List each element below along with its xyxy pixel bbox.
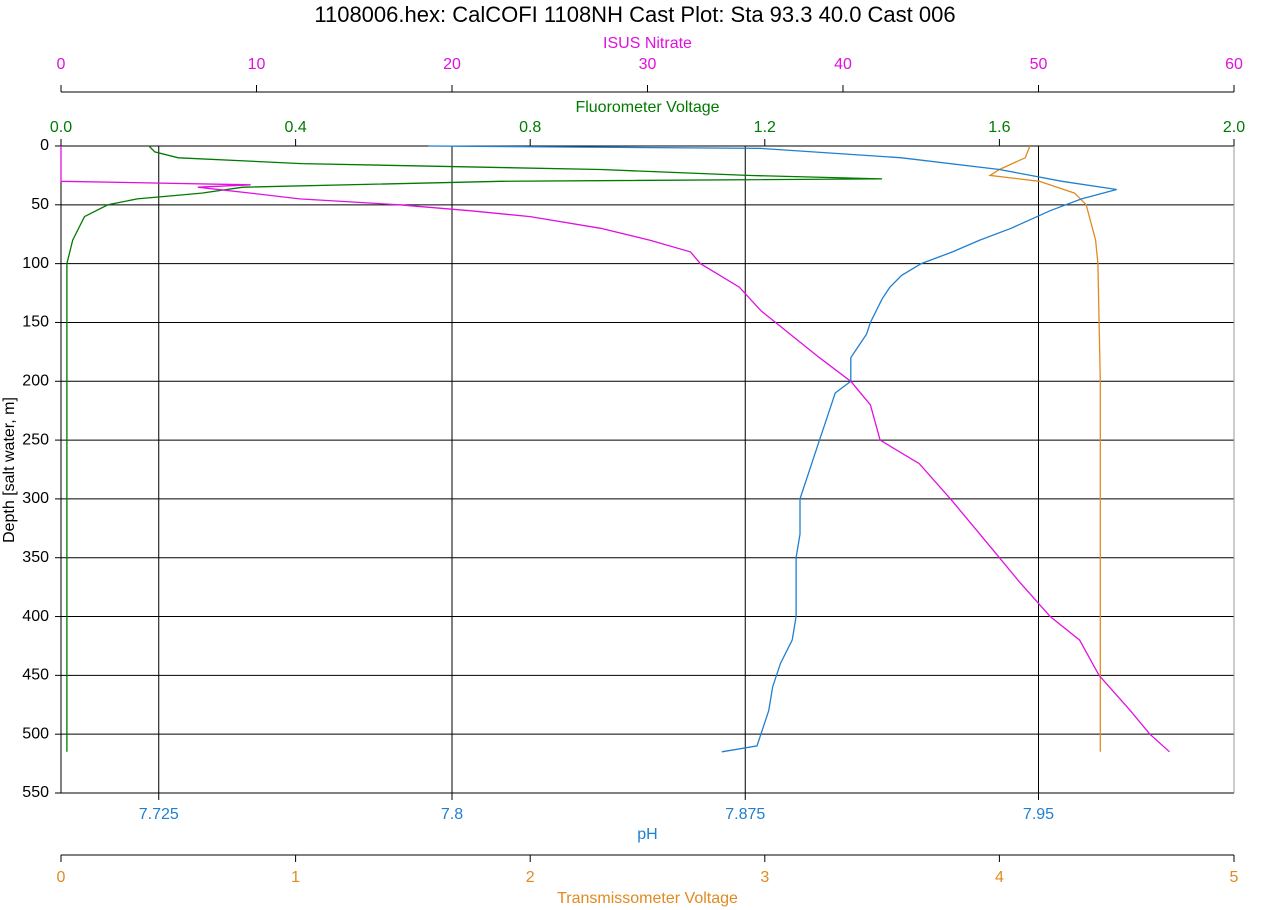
x-tick-label: 5 bbox=[1230, 869, 1239, 886]
x-tick-label: 1.6 bbox=[988, 119, 1010, 136]
x-tick-label: 0 bbox=[57, 869, 66, 886]
x-tick-label: 10 bbox=[248, 56, 266, 73]
x-tick-label: 30 bbox=[639, 56, 657, 73]
y-tick-label: 100 bbox=[22, 255, 49, 272]
y-tick-label: 300 bbox=[22, 490, 49, 507]
series-line bbox=[60, 146, 1170, 753]
x-axis-title: Fluorometer Voltage bbox=[575, 99, 719, 116]
y-tick-label: 250 bbox=[22, 431, 49, 448]
x-tick-label: 3 bbox=[760, 869, 769, 886]
x-tick-label: 4 bbox=[995, 869, 1004, 886]
x-tick-label: 7.875 bbox=[725, 806, 765, 823]
x-tick-label: 7.95 bbox=[1023, 806, 1054, 823]
series-line bbox=[988, 145, 1101, 752]
y-tick-label: 50 bbox=[31, 196, 49, 213]
y-tick-label: 450 bbox=[22, 667, 49, 684]
x-tick-label: 7.725 bbox=[139, 806, 179, 823]
x-tick-label: 0.0 bbox=[50, 119, 72, 136]
x-axis-title: ISUS Nitrate bbox=[603, 35, 692, 52]
series-line bbox=[66, 145, 883, 752]
y-tick-label: 0 bbox=[40, 137, 49, 154]
y-tick-label: 500 bbox=[22, 725, 49, 742]
x-tick-label: 1.2 bbox=[754, 119, 776, 136]
y-tick-label: 150 bbox=[22, 314, 49, 331]
y-tick-label: 550 bbox=[22, 784, 49, 801]
y-axis-title: Depth [salt water, m] bbox=[1, 397, 18, 543]
y-tick-label: 400 bbox=[22, 608, 49, 625]
x-tick-label: 1 bbox=[291, 869, 300, 886]
x-axis-title: pH bbox=[637, 826, 657, 843]
y-tick-label: 350 bbox=[22, 549, 49, 566]
x-tick-label: 2.0 bbox=[1223, 119, 1245, 136]
x-tick-label: 2 bbox=[526, 869, 535, 886]
x-tick-label: 20 bbox=[443, 56, 461, 73]
x-tick-label: 0 bbox=[57, 56, 66, 73]
series-line bbox=[428, 145, 1117, 753]
y-tick-label: 200 bbox=[22, 372, 49, 389]
x-tick-label: 7.8 bbox=[441, 806, 463, 823]
x-tick-label: 40 bbox=[834, 56, 852, 73]
x-tick-label: 0.8 bbox=[519, 119, 541, 136]
chart-title: 1108006.hex: CalCOFI 1108NH Cast Plot: S… bbox=[314, 2, 955, 27]
x-tick-label: 0.4 bbox=[284, 119, 306, 136]
x-tick-label: 60 bbox=[1225, 56, 1243, 73]
x-tick-label: 50 bbox=[1030, 56, 1048, 73]
x-axis-title: Transmissometer Voltage bbox=[557, 890, 738, 907]
